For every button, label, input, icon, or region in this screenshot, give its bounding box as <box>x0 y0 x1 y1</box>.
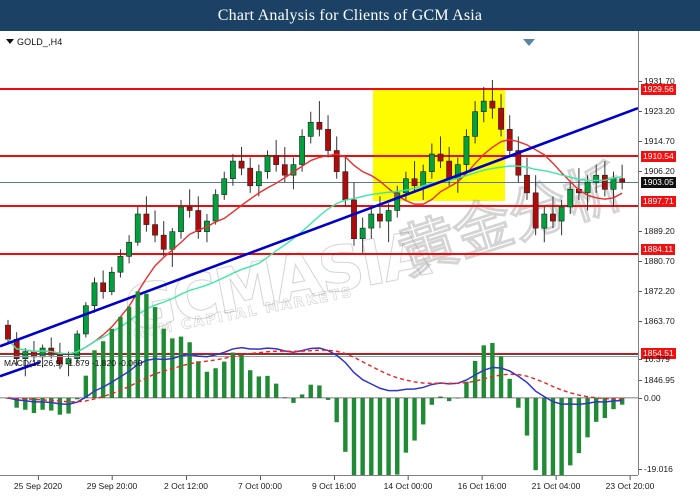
page-title: Chart Analysis for Clients of GCM Asia <box>217 7 483 24</box>
level-price-tag: 1929.56 <box>641 84 676 95</box>
price-series-svg <box>0 79 638 378</box>
level-price-tag: 1910.54 <box>641 151 676 162</box>
panel-separator <box>0 354 638 355</box>
level-line-1910 <box>0 155 638 157</box>
time-tick: 21 Oct 04:00 <box>532 476 580 491</box>
time-tick: 16 Oct 16:00 <box>458 476 506 491</box>
time-tick: 7 Oct 00:00 <box>238 476 282 491</box>
panel-separator-2 <box>0 356 638 357</box>
level-price-tag: 1854.51 <box>641 348 676 359</box>
current-price-tag: 1903.05 <box>641 177 676 188</box>
price-axis-line <box>638 31 639 475</box>
level-price-tag: 1897.71 <box>641 196 676 207</box>
current-price-line <box>0 182 638 183</box>
chevron-down-icon <box>6 39 14 44</box>
time-tick: 25 Sep 2020 <box>14 476 62 491</box>
time-tick: 29 Sep 20:00 <box>87 476 137 491</box>
chart-top-marker-icon <box>523 39 535 46</box>
chart-frame: GCMASIA GCM CAPITAL MARKETS 黄金分析 GOLD_,H… <box>0 31 700 500</box>
symbol-label[interactable]: GOLD_,H4 <box>6 37 62 47</box>
title-bar: Chart Analysis for Clients of GCM Asia <box>0 0 700 31</box>
symbol-text: GOLD_,H4 <box>17 37 63 47</box>
level-line-1884 <box>0 253 638 255</box>
time-axis-line <box>0 475 638 476</box>
level-line-1929 <box>0 88 638 90</box>
time-axis[interactable]: 25 Sep 2020 29 Sep 20:00 2 Oct 12:00 7 Oct … <box>0 476 654 499</box>
level-price-tag: 1884.11 <box>641 244 676 255</box>
level-line-1897 <box>0 205 638 207</box>
macd-label: MACD(12,26,9) -1.879 -1.820 -0.060 <box>4 358 143 368</box>
time-tick: 2 Oct 12:00 <box>164 476 208 491</box>
price-axis[interactable]: 1931.70 1929.56 1923.20 1914.70 1910.54 1906.… <box>639 31 700 475</box>
macd-axis: 10.379 0.00 -19.016 <box>639 354 700 475</box>
time-tick: 23 Oct 20:00 <box>606 476 654 491</box>
macd-series-svg <box>0 291 638 475</box>
time-tick: 9 Oct 16:00 <box>312 476 356 491</box>
price-plot-area[interactable]: GCMASIA GCM CAPITAL MARKETS 黄金分析 GOLD_,H… <box>0 31 638 475</box>
time-tick: 14 Oct 00:00 <box>384 476 432 491</box>
